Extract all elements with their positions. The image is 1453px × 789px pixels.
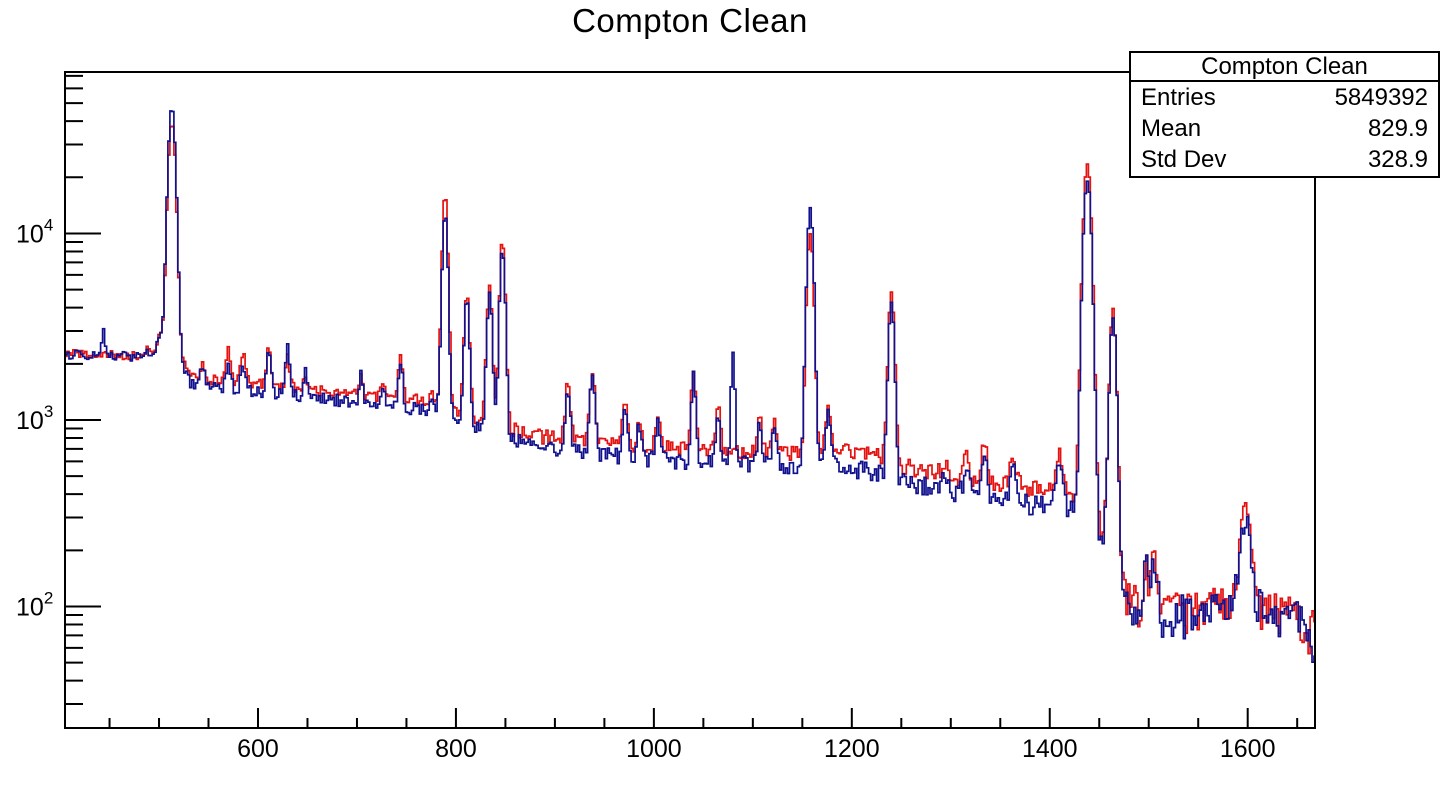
y-tick-label: 103 [16, 402, 53, 435]
x-axis: 600 800 1000 1200 1400 1600 [108, 708, 1299, 763]
spectrum-red-line [65, 125, 1315, 655]
x-tick-label: 1200 [824, 735, 880, 763]
stats-entries-value: 5849392 [1334, 83, 1428, 111]
y-tick-label: 104 [16, 215, 53, 248]
stats-box-title: Compton Clean [1131, 53, 1438, 82]
x-tick-label: 800 [435, 735, 477, 763]
plot-frame [64, 71, 1316, 729]
stats-row-entries: Entries 5849392 [1131, 82, 1438, 113]
x-tick-label: 1000 [626, 735, 682, 763]
stats-mean-value: 829.9 [1367, 114, 1428, 142]
spectrum-blue-line [65, 110, 1315, 664]
stats-stddev-value: 328.9 [1367, 145, 1428, 173]
stats-stddev-label: Std Dev [1141, 145, 1227, 173]
stats-entries-label: Entries [1141, 83, 1216, 111]
stats-mean-label: Mean [1141, 114, 1202, 142]
x-tick-label: 1400 [1022, 735, 1078, 763]
y-axis: 102 103 104 [16, 74, 101, 705]
x-tick-label: 1600 [1220, 735, 1276, 763]
stats-row-stddev: Std Dev 328.9 [1131, 144, 1438, 175]
page-title: Compton Clean [572, 2, 808, 39]
y-tick-label: 102 [16, 588, 53, 621]
stats-row-mean: Mean 829.9 [1131, 113, 1438, 144]
x-tick-label: 600 [237, 735, 279, 763]
stats-box: Compton Clean Entries 5849392 Mean 829.9… [1129, 51, 1440, 178]
